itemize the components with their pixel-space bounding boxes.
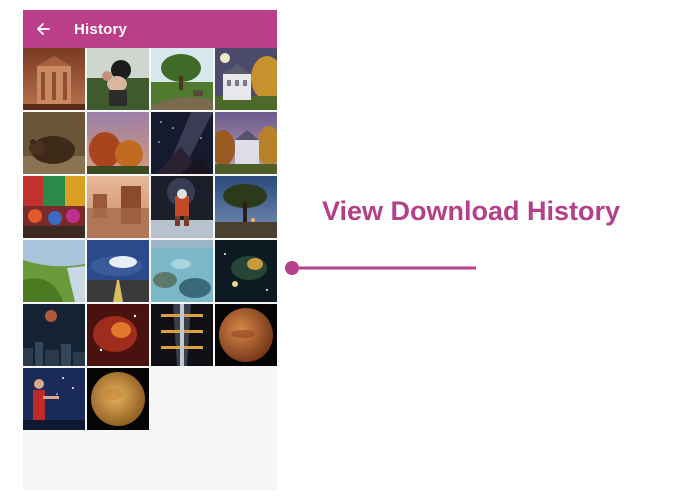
- thumbnail-milky-way-over-rocks[interactable]: [151, 112, 213, 174]
- thumbnail-autumn-trees-dusk[interactable]: [87, 112, 149, 174]
- callout-title: View Download History: [322, 196, 621, 226]
- thumbnail-presenter-under-stars[interactable]: [23, 368, 85, 430]
- thumbnail-mansion-at-dusk[interactable]: [215, 112, 277, 174]
- thumbnail-space-station-interior[interactable]: [151, 304, 213, 366]
- thumbnail-planet-venus[interactable]: [87, 368, 149, 430]
- thumbnail-red-nebula[interactable]: [87, 304, 149, 366]
- thumbnail-desert-ruins-reflection[interactable]: [87, 176, 149, 238]
- thumbnail-grid: [23, 48, 277, 430]
- thumbnail-storm-clouds-over-road[interactable]: [87, 240, 149, 302]
- thumbnail-rock-carved-temple[interactable]: [23, 48, 85, 110]
- thumbnail-moon-over-city[interactable]: [23, 304, 85, 366]
- thumbnail-space-nebula-stars[interactable]: [215, 240, 277, 302]
- app-bar: History: [23, 10, 277, 48]
- back-button[interactable]: [23, 10, 63, 48]
- thumbnail-astronaut-on-ice[interactable]: [151, 176, 213, 238]
- thumbnail-person-with-hands[interactable]: [87, 48, 149, 110]
- thumbnail-colorful-market[interactable]: [23, 176, 85, 238]
- page-title: History: [74, 20, 128, 38]
- history-screen: History: [23, 10, 277, 490]
- thumbnail-park-with-tree[interactable]: [151, 48, 213, 110]
- thumbnail-white-mansion-with-moon[interactable]: [215, 48, 277, 110]
- connector-line: [292, 266, 476, 270]
- thumbnail-green-coastal-hills[interactable]: [23, 240, 85, 302]
- arrow-back-icon: [37, 23, 50, 35]
- thumbnail-planet-mars[interactable]: [215, 304, 277, 366]
- callout-connector: [285, 261, 476, 275]
- thumbnail-sleeping-bear[interactable]: [23, 112, 85, 174]
- thumbnail-coral-reef-shallows[interactable]: [151, 240, 213, 302]
- thumbnail-lone-tree-at-twilight[interactable]: [215, 176, 277, 238]
